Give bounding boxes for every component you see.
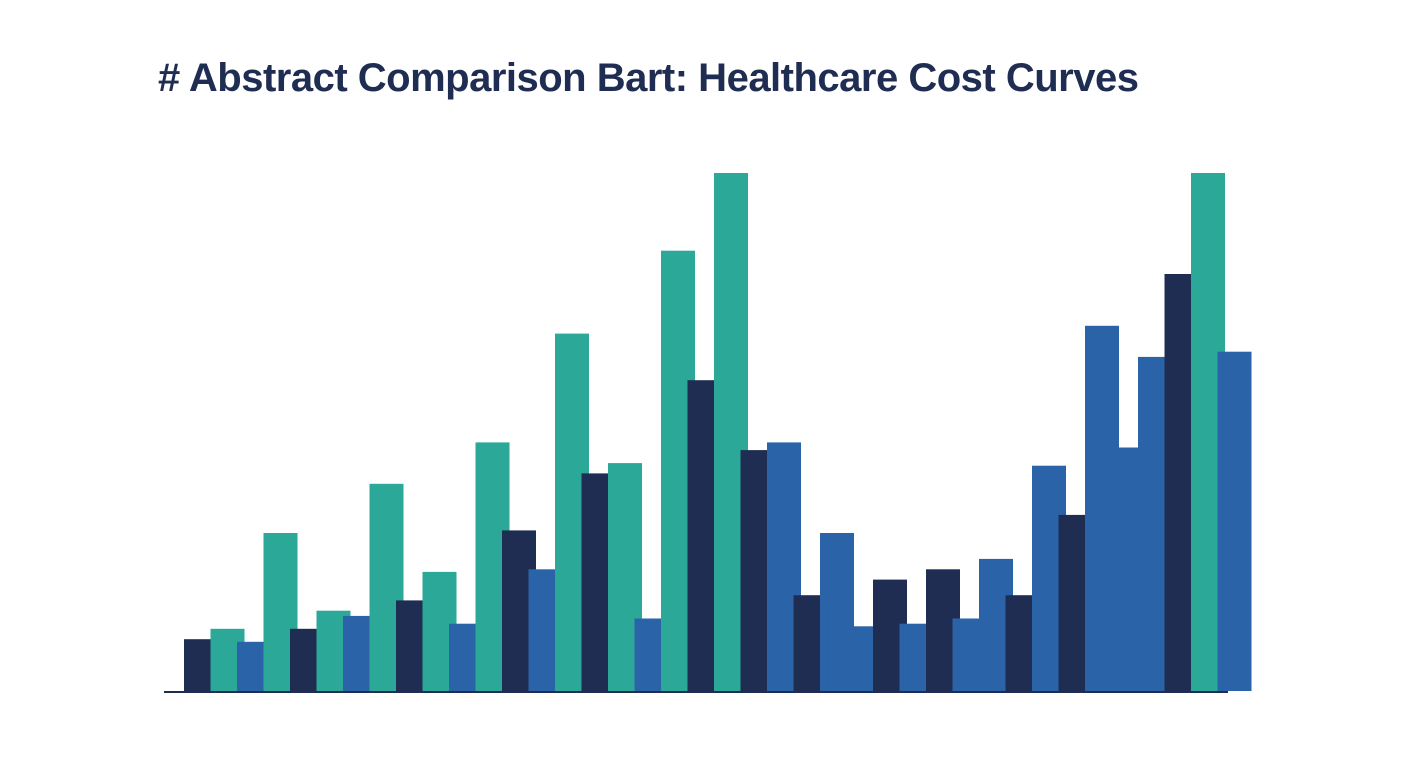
bar-group8-series2: [1217, 351, 1252, 691]
bars-layer: [184, 173, 1252, 692]
chart-title: # Abstract Comparison Bart: Healthcare C…: [158, 56, 1139, 100]
